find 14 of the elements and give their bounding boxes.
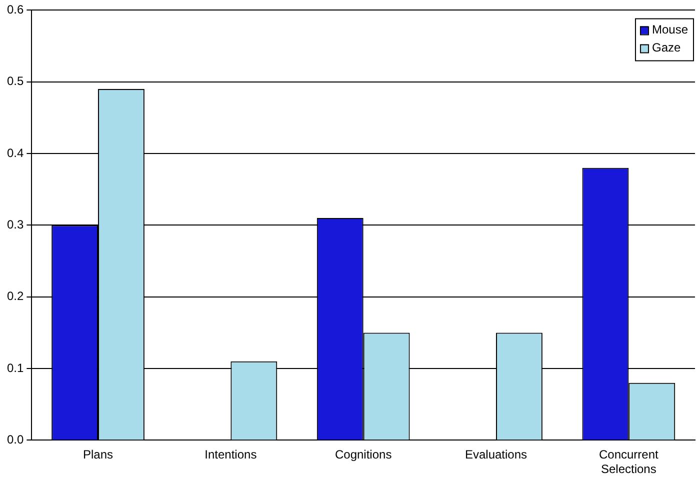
y-tick-label: 0.0 [6,432,24,447]
x-tick-label: Intentions [204,448,257,462]
y-tick-label: 0.6 [6,2,24,17]
legend-label: Mouse [652,22,688,37]
x-tick-label: Concurrent Selections [598,448,660,476]
x-tick-label: Cognitions [334,448,392,462]
y-tick-label: 0.1 [6,360,24,375]
y-tick-label: 0.5 [6,74,24,88]
y-tick-label: 0.3 [6,218,24,232]
legend-label: Gaze [652,40,681,55]
x-tick-label: Plans [83,448,114,462]
y-tick-label: 0.4 [6,146,24,160]
x-tick-label: Evaluations [464,448,528,462]
y-tick-label: 0.2 [6,289,24,304]
